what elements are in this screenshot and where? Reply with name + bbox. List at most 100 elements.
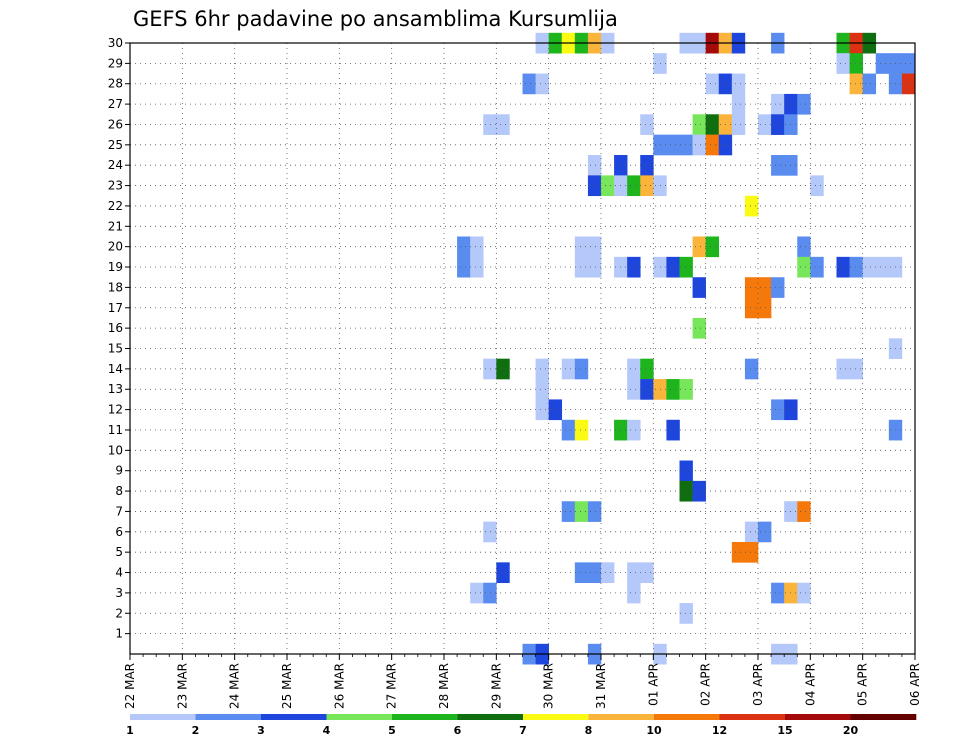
x-tick-label: 02 APR (699, 663, 713, 706)
colorbar-label: 7 (519, 724, 527, 737)
heatmap-cell (627, 419, 641, 441)
heatmap-cell (574, 358, 589, 380)
heatmap-cell (771, 582, 785, 604)
heatmap-cell (901, 53, 916, 74)
heatmap-cell (535, 379, 549, 400)
y-tick-label: 12 (108, 403, 123, 417)
heatmap-cell (679, 480, 693, 502)
y-tick-label: 24 (108, 158, 123, 172)
heatmap-cell (692, 114, 706, 135)
colorbar-swatch (326, 714, 393, 720)
y-tick-label: 25 (108, 138, 123, 152)
heatmap-cell (836, 53, 850, 74)
x-tick-label: 24 MAR (228, 663, 242, 709)
y-tick-label: 16 (108, 321, 123, 335)
heatmap-cell (666, 256, 680, 278)
x-tick-label: 03 APR (751, 663, 765, 706)
x-tick-label: 22 MAR (123, 663, 137, 709)
heatmap-cell (679, 603, 693, 624)
y-tick-label: 2 (115, 606, 123, 620)
heatmap-cell (849, 256, 863, 278)
colorbar-label: 3 (257, 724, 265, 737)
y-tick-label: 3 (115, 586, 123, 600)
y-tick-label: 26 (108, 117, 123, 131)
heatmap-cell (731, 73, 746, 95)
heatmap-cell (771, 93, 785, 115)
y-tick-label: 10 (108, 443, 123, 457)
colorbar-swatch (457, 714, 524, 720)
colorbar-swatch (654, 714, 720, 720)
heatmap-cell (744, 541, 759, 563)
heatmap-cell (797, 93, 811, 115)
heatmap-cell (758, 277, 772, 298)
heatmap-cell (744, 277, 759, 298)
heatmap-cell (640, 114, 654, 135)
colorbar-label: 12 (712, 724, 727, 737)
heatmap-cell (836, 358, 850, 380)
heatmap-cell (836, 256, 850, 278)
heatmap-cell (522, 73, 536, 95)
heatmap-cell (862, 73, 877, 95)
heatmap-cell (849, 358, 863, 380)
colorbar-swatch (261, 714, 327, 720)
heatmap-cell (705, 134, 720, 156)
heatmap-cell (587, 175, 602, 197)
heatmap-cell (640, 379, 654, 400)
y-tick-label: 28 (108, 77, 123, 91)
x-tick-label: 29 MAR (489, 663, 503, 709)
heatmap-cell (587, 155, 602, 176)
heatmap-cell (457, 236, 471, 258)
heatmap-cell (587, 256, 602, 278)
x-tick-label: 23 MAR (175, 663, 189, 709)
heatmap-cell (483, 582, 497, 604)
y-tick-label: 7 (115, 504, 123, 518)
x-tick-label: 31 MAR (594, 663, 608, 709)
heatmap-cell (483, 114, 497, 135)
heatmap-cell (601, 562, 615, 584)
y-tick-label: 18 (108, 280, 123, 294)
heatmap-cell (574, 419, 589, 441)
heatmap-cell (561, 501, 576, 522)
x-tick-label: 04 APR (803, 663, 817, 706)
x-tick-label: 06 APR (908, 663, 922, 706)
y-tick-label: 6 (115, 525, 123, 539)
y-tick-label: 23 (108, 179, 123, 193)
heatmap-cell (679, 134, 693, 156)
heatmap-cell (587, 236, 602, 258)
heatmap-cell (705, 236, 720, 258)
cells-layer (457, 32, 916, 665)
heatmap-cell (797, 501, 811, 522)
colorbar-label: 8 (585, 724, 593, 737)
colorbar-swatch (719, 714, 786, 720)
heatmap-cell (705, 114, 720, 135)
heatmap-cell (771, 399, 785, 421)
colorbar-label: 15 (777, 724, 792, 737)
heatmap-cell (771, 155, 785, 176)
heatmap-cell (679, 379, 693, 400)
y-tick-label: 17 (108, 301, 123, 315)
colorbar-swatch (130, 714, 196, 720)
colorbar-label: 5 (388, 724, 396, 737)
colorbar-label: 4 (323, 724, 331, 737)
y-tick-label: 15 (108, 342, 123, 356)
heatmap-cell (758, 521, 772, 543)
colorbar-label: 1 (126, 724, 134, 737)
heatmap-cell (470, 236, 484, 258)
heatmap-cell (901, 73, 916, 95)
x-tick-label: 26 MAR (332, 663, 346, 709)
heatmap-cell (758, 114, 772, 135)
heatmap-cell (470, 582, 484, 604)
heatmap-cell (771, 114, 785, 135)
heatmap-cell (627, 379, 641, 400)
y-tick-label: 5 (115, 545, 123, 559)
heatmap-cell (744, 521, 759, 543)
heatmap-cell (797, 582, 811, 604)
heatmap-cell (744, 358, 759, 380)
heatmap-cell (587, 562, 602, 584)
colorbar-label: 10 (646, 724, 662, 737)
heatmap-cell (771, 277, 785, 298)
x-tick-label: 25 MAR (280, 663, 294, 709)
heatmap-cell (875, 256, 890, 278)
x-tick-label: 01 APR (646, 663, 660, 706)
heatmap-cell (797, 236, 811, 258)
